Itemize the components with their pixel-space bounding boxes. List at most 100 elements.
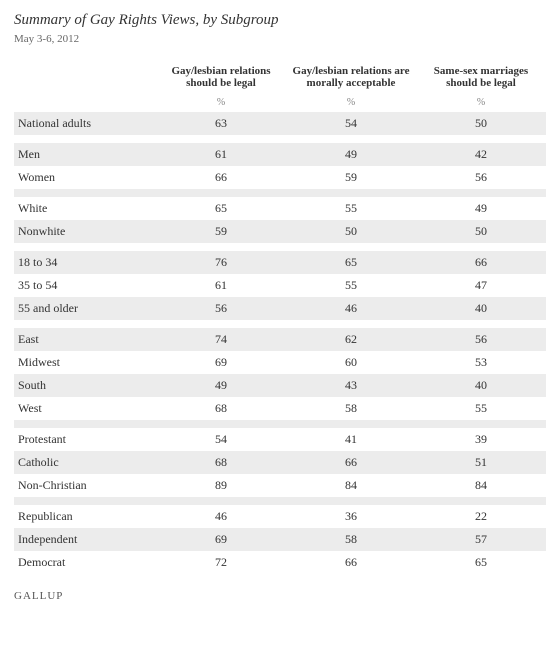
spacer-row — [14, 135, 546, 143]
cell-value: 55 — [416, 397, 546, 420]
data-table: Gay/lesbian relations should be legal Ga… — [14, 61, 546, 574]
header-blank — [14, 61, 156, 93]
spacer-cell — [286, 320, 416, 328]
spacer-cell — [286, 243, 416, 251]
row-label: Men — [14, 143, 156, 166]
cell-value: 66 — [286, 451, 416, 474]
table-row: Men614942 — [14, 143, 546, 166]
cell-value: 61 — [156, 274, 286, 297]
spacer-cell — [416, 243, 546, 251]
table-row: Catholic686651 — [14, 451, 546, 474]
spacer-cell — [156, 320, 286, 328]
cell-value: 54 — [286, 112, 416, 135]
row-label: Non-Christian — [14, 474, 156, 497]
spacer-cell — [416, 497, 546, 505]
table-row: South494340 — [14, 374, 546, 397]
spacer-cell — [156, 189, 286, 197]
pct-1: % — [156, 93, 286, 112]
spacer-cell — [156, 420, 286, 428]
spacer-cell — [156, 243, 286, 251]
spacer-cell — [286, 497, 416, 505]
cell-value: 84 — [416, 474, 546, 497]
cell-value: 47 — [416, 274, 546, 297]
row-label: East — [14, 328, 156, 351]
spacer-cell — [416, 320, 546, 328]
cell-value: 55 — [286, 274, 416, 297]
cell-value: 63 — [156, 112, 286, 135]
cell-value: 76 — [156, 251, 286, 274]
header-row: Gay/lesbian relations should be legal Ga… — [14, 61, 546, 93]
spacer-cell — [14, 497, 156, 505]
spacer-cell — [14, 189, 156, 197]
row-label: Protestant — [14, 428, 156, 451]
cell-value: 40 — [416, 374, 546, 397]
cell-value: 59 — [156, 220, 286, 243]
cell-value: 43 — [286, 374, 416, 397]
table-row: 35 to 54615547 — [14, 274, 546, 297]
spacer-cell — [14, 243, 156, 251]
cell-value: 50 — [416, 112, 546, 135]
table-row: White655549 — [14, 197, 546, 220]
page-title: Summary of Gay Rights Views, by Subgroup — [14, 12, 546, 29]
pct-2: % — [286, 93, 416, 112]
cell-value: 72 — [156, 551, 286, 574]
cell-value: 69 — [156, 351, 286, 374]
spacer-cell — [416, 189, 546, 197]
row-label: Independent — [14, 528, 156, 551]
table-row: Independent695857 — [14, 528, 546, 551]
cell-value: 42 — [416, 143, 546, 166]
cell-value: 49 — [416, 197, 546, 220]
spacer-cell — [416, 420, 546, 428]
header-col-2: Gay/lesbian relations are morally accept… — [286, 61, 416, 93]
cell-value: 41 — [286, 428, 416, 451]
cell-value: 65 — [416, 551, 546, 574]
spacer-cell — [286, 135, 416, 143]
table-row: East746256 — [14, 328, 546, 351]
header-col-1: Gay/lesbian relations should be legal — [156, 61, 286, 93]
cell-value: 61 — [156, 143, 286, 166]
pct-blank — [14, 93, 156, 112]
cell-value: 53 — [416, 351, 546, 374]
row-label: Democrat — [14, 551, 156, 574]
spacer-cell — [156, 135, 286, 143]
spacer-cell — [14, 135, 156, 143]
cell-value: 60 — [286, 351, 416, 374]
row-label: National adults — [14, 112, 156, 135]
cell-value: 66 — [416, 251, 546, 274]
table-row: Non-Christian898484 — [14, 474, 546, 497]
spacer-cell — [14, 420, 156, 428]
table-row: West685855 — [14, 397, 546, 420]
cell-value: 68 — [156, 451, 286, 474]
spacer-cell — [14, 320, 156, 328]
cell-value: 40 — [416, 297, 546, 320]
row-label: West — [14, 397, 156, 420]
row-label: Nonwhite — [14, 220, 156, 243]
cell-value: 55 — [286, 197, 416, 220]
table-row: Midwest696053 — [14, 351, 546, 374]
row-label: Midwest — [14, 351, 156, 374]
date-range: May 3-6, 2012 — [14, 33, 546, 45]
table-row: 55 and older564640 — [14, 297, 546, 320]
cell-value: 59 — [286, 166, 416, 189]
row-label: 55 and older — [14, 297, 156, 320]
spacer-row — [14, 320, 546, 328]
cell-value: 56 — [416, 328, 546, 351]
cell-value: 51 — [416, 451, 546, 474]
cell-value: 58 — [286, 528, 416, 551]
table-row: Republican463622 — [14, 505, 546, 528]
cell-value: 57 — [416, 528, 546, 551]
cell-value: 49 — [156, 374, 286, 397]
cell-value: 39 — [416, 428, 546, 451]
cell-value: 56 — [156, 297, 286, 320]
cell-value: 65 — [286, 251, 416, 274]
cell-value: 54 — [156, 428, 286, 451]
table-row: Protestant544139 — [14, 428, 546, 451]
table-row: 18 to 34766566 — [14, 251, 546, 274]
cell-value: 68 — [156, 397, 286, 420]
row-label: South — [14, 374, 156, 397]
cell-value: 65 — [156, 197, 286, 220]
spacer-row — [14, 243, 546, 251]
cell-value: 36 — [286, 505, 416, 528]
row-label: Women — [14, 166, 156, 189]
cell-value: 58 — [286, 397, 416, 420]
